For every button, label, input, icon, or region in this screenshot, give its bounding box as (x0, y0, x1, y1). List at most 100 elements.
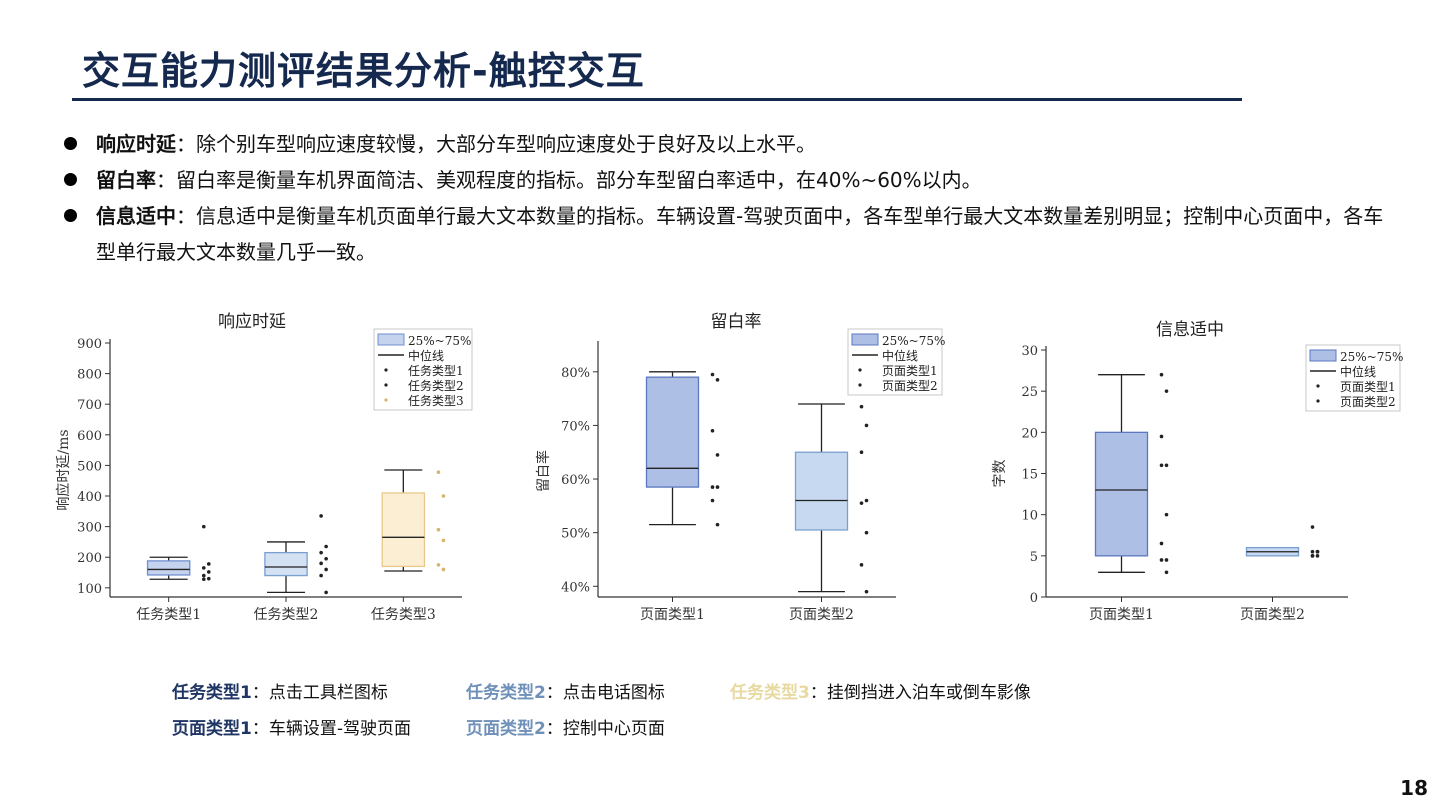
note-val: ：控制中心页面 (545, 719, 665, 739)
legend-swatch-point (1316, 399, 1320, 403)
y-tick-label: 25 (1021, 385, 1038, 400)
data-point (201, 566, 206, 570)
y-tick-label: 0 (1030, 591, 1038, 606)
data-point (1159, 541, 1164, 546)
note-task2: 任务类型2：点击电话图标 (466, 678, 665, 703)
box-iqr (645, 376, 700, 488)
data-point (319, 561, 323, 566)
note-key: 任务类型2 (466, 683, 546, 703)
box-iqr (381, 492, 426, 568)
data-point (206, 570, 211, 574)
x-tick-label: 页面类型2 (789, 607, 854, 623)
y-tick-label: 60% (561, 473, 590, 488)
legend-swatch-box (851, 333, 879, 346)
whitespace-chart: 留白率 40% 50% 60% 70% 80% 留白率 页面类型1 页面类型2 25%~75% 中位… (518, 305, 958, 635)
y-tick-label: 200 (77, 551, 102, 566)
data-point (715, 522, 720, 527)
bullet-item: 留白率：留白率是衡量车机界面简洁、美观程度的指标。部分车型留白率适中，在40%~… (62, 162, 1402, 198)
data-point (436, 470, 441, 474)
data-point (864, 423, 869, 428)
chart-title: 留白率 (711, 312, 762, 332)
data-point (324, 590, 328, 595)
bullet-dot (64, 173, 77, 186)
data-point (201, 573, 206, 578)
data-point (201, 524, 206, 529)
bullet-text: ：除个别车型响应速度较慢，大部分车型响应速度处于良好及以上水平。 (176, 132, 816, 156)
legend-label: 25%~75% (1340, 350, 1403, 364)
legend-label: 页面类型2 (882, 379, 938, 393)
y-tick-label: 400 (77, 490, 102, 505)
note-key: 任务类型3 (730, 683, 810, 703)
bullet-text: ：留白率是衡量车机界面简洁、美观程度的指标。部分车型留白率适中，在40%~60%… (156, 168, 982, 192)
legend-label: 25%~75% (408, 334, 471, 348)
data-point (441, 494, 446, 498)
data-point (710, 485, 715, 489)
bullet-dot (64, 209, 77, 222)
legend-label: 任务类型3 (408, 393, 464, 408)
data-point (1164, 512, 1169, 517)
note-page2: 页面类型2：控制中心页面 (466, 714, 665, 739)
title-underline (72, 98, 1242, 101)
legend-label: 中位线 (1340, 364, 1376, 379)
box-iqr (794, 451, 849, 531)
note-key: 页面类型2 (466, 719, 546, 739)
legend-label: 25%~75% (882, 334, 945, 348)
box-iqr (1094, 431, 1149, 557)
legend-swatch-box (1309, 349, 1337, 362)
bullet-list: 响应时延：除个别车型响应速度较慢，大部分车型响应速度处于良好及以上水平。 留白率… (62, 126, 1402, 270)
data-point (1164, 558, 1169, 562)
data-point (859, 563, 864, 567)
legend-swatch-point (384, 398, 388, 402)
data-point (201, 577, 206, 582)
data-point (324, 556, 328, 561)
y-axis-label: 响应时延/ms (55, 429, 72, 510)
data-point (710, 428, 715, 433)
y-tick-label: 900 (77, 337, 102, 352)
legend-label: 任务类型1 (408, 363, 464, 378)
chart-title: 信息适中 (1156, 320, 1224, 340)
data-point (206, 576, 211, 581)
data-point (864, 530, 869, 535)
bullet-term: 信息适中 (96, 204, 176, 228)
y-tick-label: 600 (77, 429, 102, 444)
data-point (1164, 463, 1169, 468)
page-number: 18 (1400, 776, 1428, 800)
data-point (864, 498, 869, 503)
bullet-dot (64, 137, 77, 150)
note-key: 任务类型1 (172, 683, 252, 703)
box-iqr (264, 551, 308, 577)
x-tick-label: 任务类型3 (371, 607, 436, 623)
legend-label: 页面类型2 (1340, 395, 1396, 409)
legend-swatch-point (858, 383, 862, 387)
latency-chart-svg: 响应时延 100 200 300 400 500 600 700 800 900 响应时延/ms 任务… (55, 312, 473, 623)
x-tick-label: 页面类型1 (640, 607, 705, 623)
note-val: ：车辆设置-驾驶页面 (251, 719, 411, 739)
y-tick-label: 100 (77, 582, 102, 597)
y-tick-label: 40% (561, 580, 590, 595)
latency-chart: 响应时延 100 200 300 400 500 600 700 800 900 响应时延/ms 任务… (52, 305, 492, 635)
y-tick-label: 15 (1021, 468, 1038, 483)
bullet-term: 响应时延 (96, 132, 176, 156)
note-page1: 页面类型1：车辆设置-驾驶页面 (172, 714, 411, 739)
page-title: 交互能力测评结果分析-触控交互 (82, 49, 645, 93)
legend-swatch-point (384, 383, 388, 387)
box-iqr (146, 560, 191, 576)
note-key: 页面类型1 (172, 719, 252, 739)
y-tick-label: 80% (561, 366, 590, 381)
y-tick-label: 500 (77, 459, 102, 474)
data-point (1310, 554, 1315, 558)
data-point (1310, 525, 1315, 529)
note-val: ：挂倒挡进入泊车或倒车影像 (809, 683, 1031, 703)
data-point (864, 589, 869, 594)
data-point (319, 514, 323, 518)
bullet-term: 留白率 (96, 168, 156, 192)
data-point (324, 544, 328, 549)
data-point (1159, 372, 1164, 377)
data-point (206, 562, 211, 566)
data-point (1310, 549, 1315, 554)
info-chart: 信息适中 0 5 10 15 20 25 30 字数 页面类型1 页面类型2 25%~75% 中位线 页面… (990, 305, 1410, 635)
data-point (436, 563, 441, 567)
data-point (319, 573, 323, 578)
note-task1: 任务类型1：点击工具栏图标 (172, 678, 388, 703)
